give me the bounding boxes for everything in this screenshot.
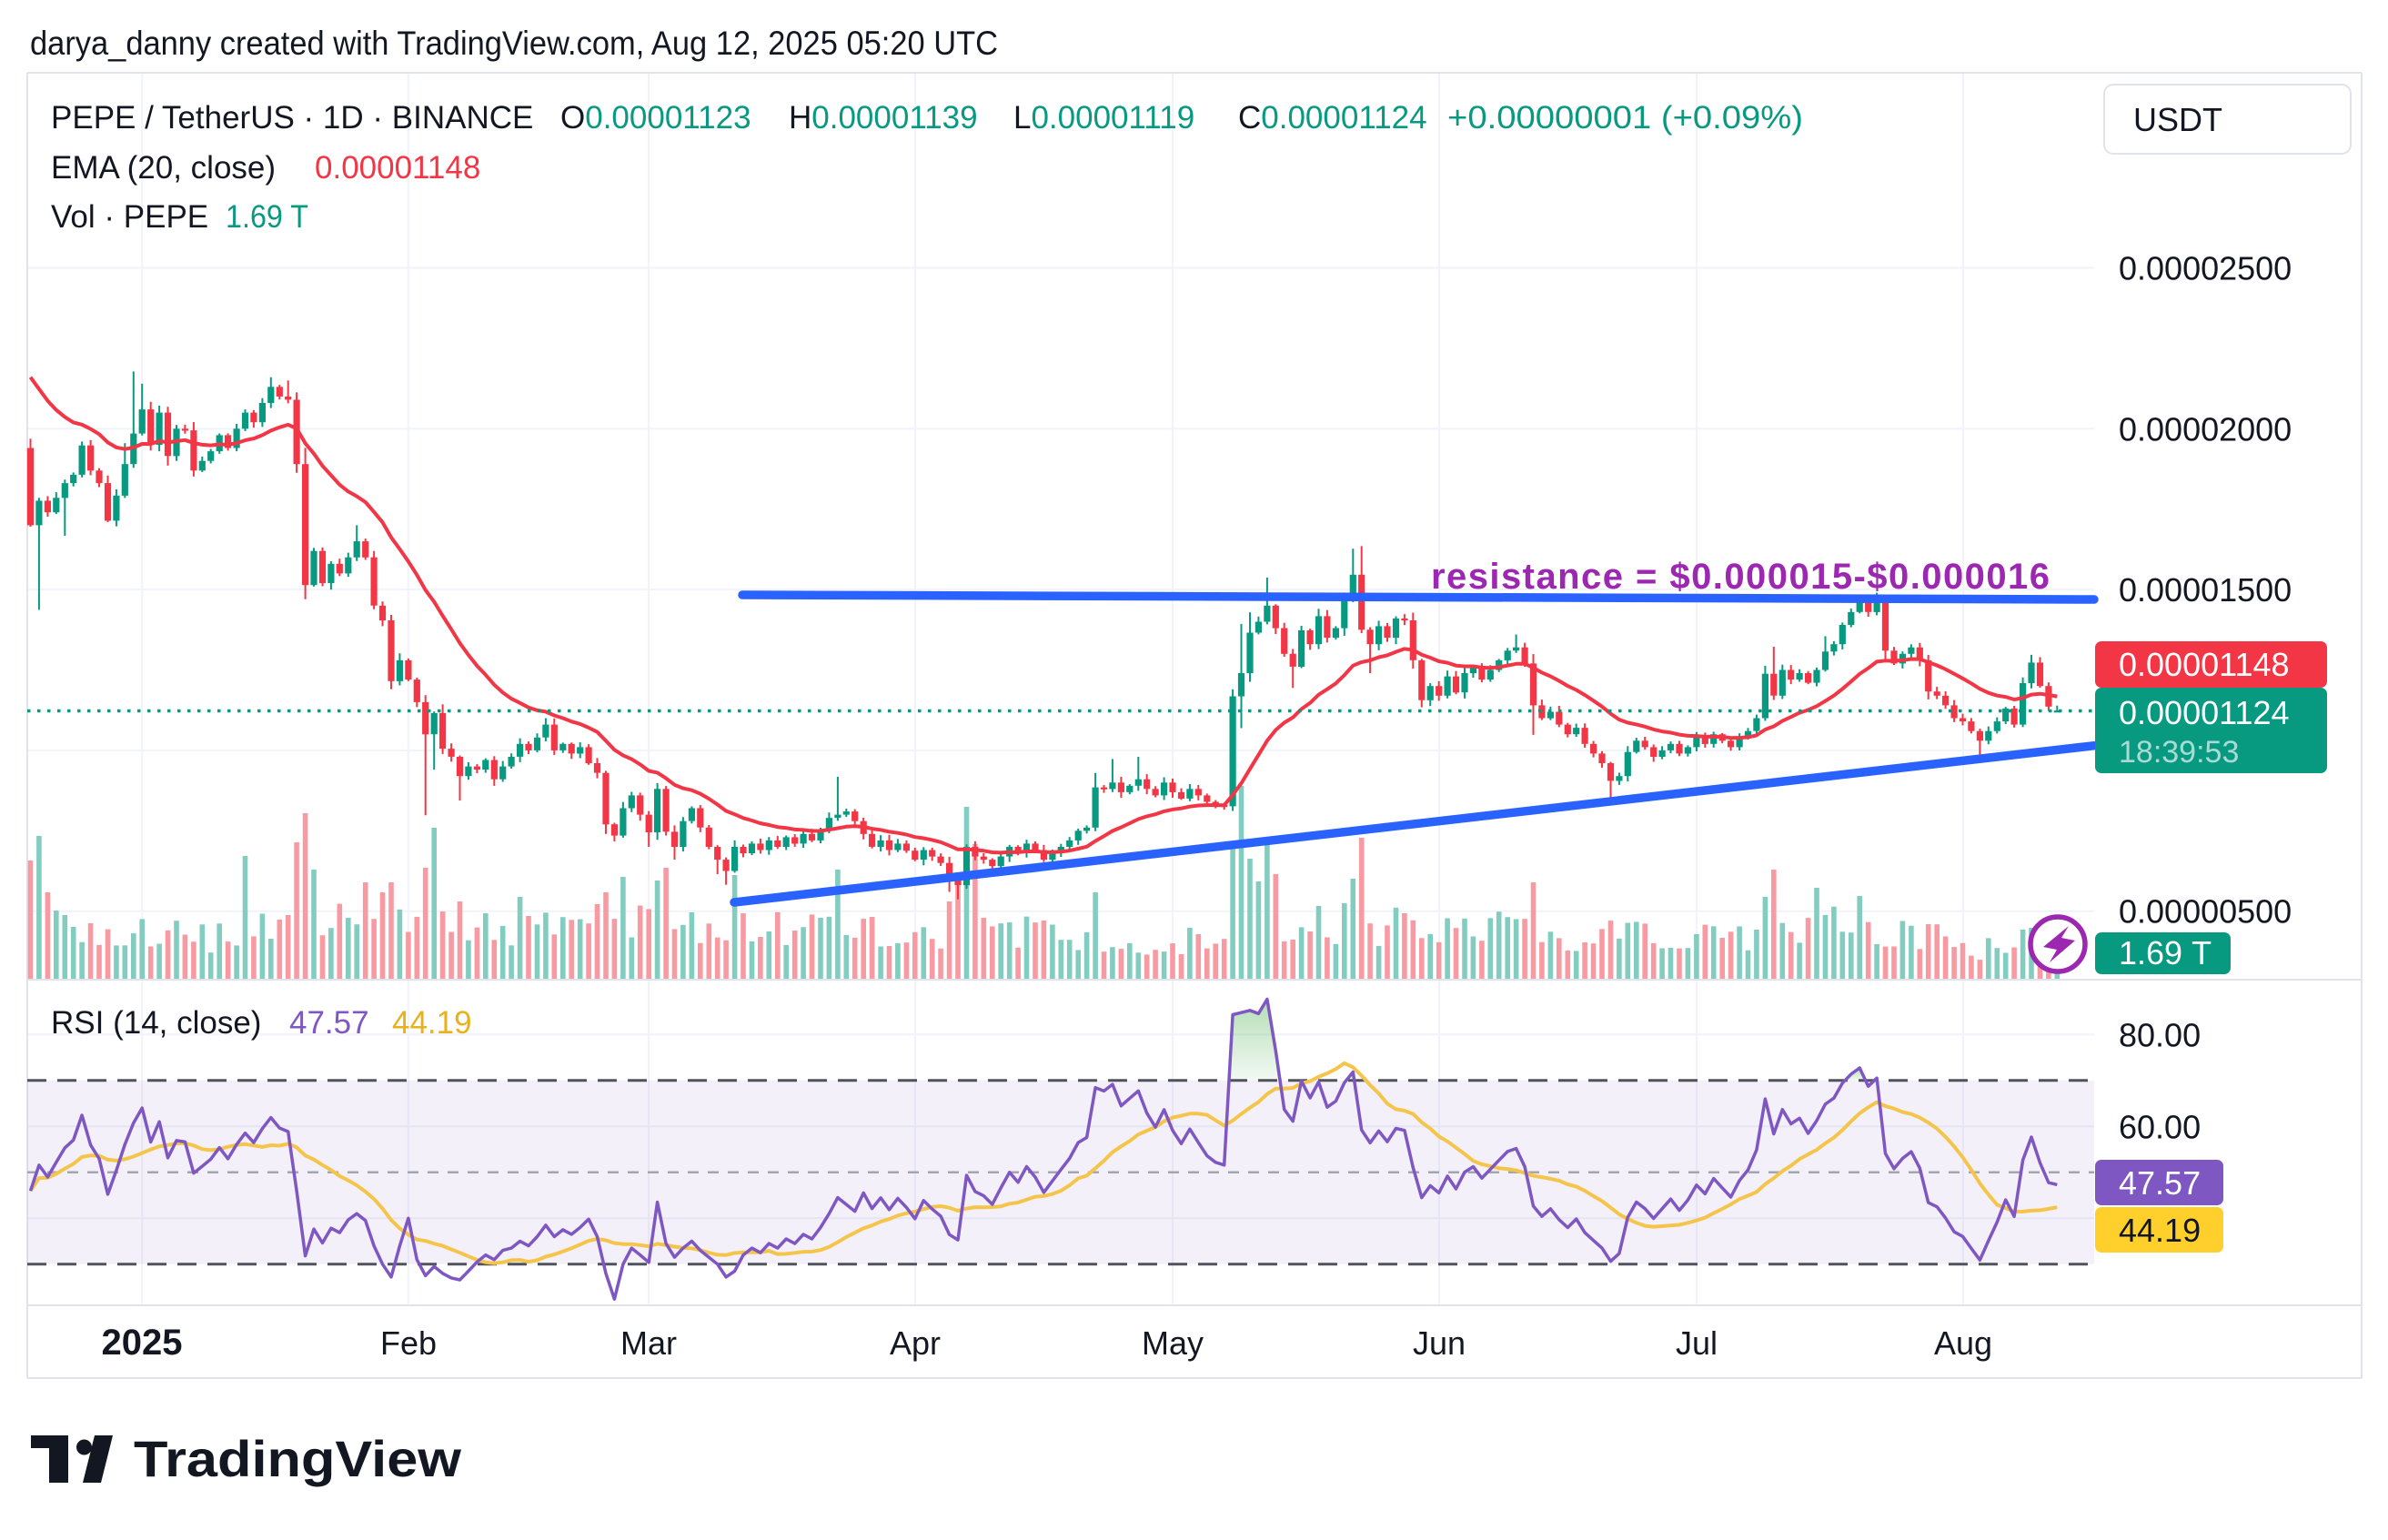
svg-text:Feb: Feb — [380, 1324, 437, 1362]
svg-text:0.00002500: 0.00002500 — [2119, 250, 2292, 287]
svg-text:Mar: Mar — [620, 1324, 677, 1362]
svg-text:0.00001124: 0.00001124 — [2119, 694, 2290, 731]
svg-text:80.00: 80.00 — [2119, 1016, 2201, 1053]
svg-text:47.57: 47.57 — [2119, 1164, 2201, 1202]
svg-text:1.69 T: 1.69 T — [2119, 934, 2212, 971]
svg-text:2025: 2025 — [102, 1323, 183, 1363]
svg-text:resistance = $0.000015-$0.0000: resistance = $0.000015-$0.000016 — [1431, 557, 2050, 597]
svg-text:18:39:53: 18:39:53 — [2119, 735, 2239, 770]
svg-text:60.00: 60.00 — [2119, 1108, 2201, 1145]
svg-text:0.00002000: 0.00002000 — [2119, 410, 2292, 448]
svg-text:44.19: 44.19 — [2119, 1212, 2201, 1249]
svg-text:0.00001148: 0.00001148 — [2119, 646, 2290, 683]
svg-text:PEPE / TetherUS · 1D · BINANCE: PEPE / TetherUS · 1D · BINANCE O0.0000112… — [51, 100, 1803, 136]
svg-text:May: May — [1142, 1324, 1204, 1362]
svg-text:Jul: Jul — [1676, 1324, 1718, 1362]
svg-text:Jun: Jun — [1413, 1324, 1466, 1362]
svg-text:USDT: USDT — [2133, 101, 2222, 138]
svg-text:Aug: Aug — [1934, 1324, 1992, 1362]
svg-text:darya_danny created with Tradi: darya_danny created with TradingView.com… — [30, 25, 998, 62]
svg-text:0.00001500: 0.00001500 — [2119, 571, 2292, 609]
svg-text:TradingView: TradingView — [134, 1430, 461, 1487]
svg-text:EMA (20, close)0.00001148: EMA (20, close) 0.00001148 — [51, 150, 480, 186]
svg-text:Apr: Apr — [890, 1324, 941, 1362]
svg-text:0.00000500: 0.00000500 — [2119, 893, 2292, 931]
